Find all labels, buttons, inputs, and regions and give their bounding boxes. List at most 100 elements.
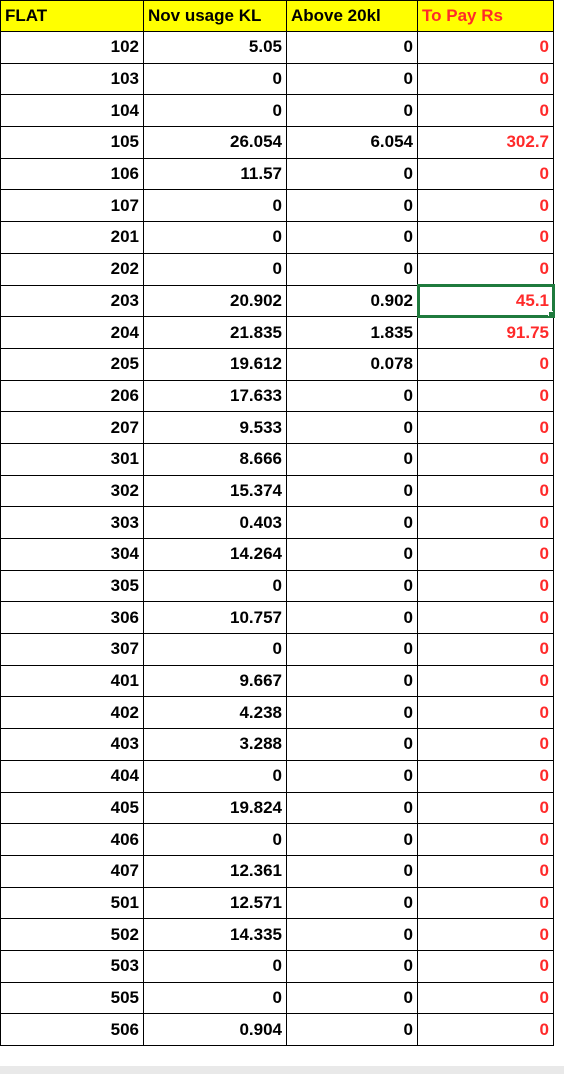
above-20kl-cell[interactable]: 0 [286,664,418,698]
to-pay-cell[interactable]: 0 [417,94,554,128]
flat-cell[interactable]: 301 [0,442,144,476]
above-20kl-cell[interactable]: 0 [286,411,418,444]
to-pay-cell[interactable]: 0 [417,189,554,223]
above-20kl-cell[interactable]: 0 [286,981,418,1015]
usage-cell[interactable]: 19.824 [143,791,287,825]
header-cell-above[interactable]: Above 20kl [286,0,418,32]
to-pay-cell[interactable]: 0 [417,379,554,413]
usage-cell[interactable]: 5.05 [143,31,287,64]
flat-cell[interactable]: 304 [0,538,144,571]
flat-cell[interactable]: 205 [0,347,144,381]
to-pay-cell[interactable]: 0 [417,664,554,698]
flat-cell[interactable]: 201 [0,221,144,254]
above-20kl-cell[interactable]: 0 [286,379,418,413]
flat-cell[interactable]: 103 [0,62,144,96]
usage-cell[interactable]: 0 [143,823,287,856]
to-pay-cell[interactable]: 0 [417,474,554,508]
to-pay-cell[interactable]: 0 [417,918,554,951]
header-cell-pay[interactable]: To Pay Rs [417,0,554,32]
usage-cell[interactable]: 12.571 [143,886,287,920]
above-20kl-cell[interactable]: 0 [286,823,418,856]
usage-cell[interactable]: 14.335 [143,918,287,951]
usage-cell[interactable]: 0 [143,633,287,666]
usage-cell[interactable]: 19.612 [143,347,287,381]
to-pay-cell[interactable]: 0 [417,696,554,730]
above-20kl-cell[interactable]: 0.078 [286,347,418,381]
above-20kl-cell[interactable]: 0 [286,221,418,254]
flat-cell[interactable]: 501 [0,886,144,920]
usage-cell[interactable]: 0 [143,94,287,128]
usage-cell[interactable]: 4.238 [143,696,287,730]
usage-cell[interactable]: 9.533 [143,411,287,444]
to-pay-cell[interactable]: 302.7 [417,126,554,159]
flat-cell[interactable]: 404 [0,759,144,793]
flat-cell[interactable]: 401 [0,664,144,698]
to-pay-cell[interactable]: 0 [417,538,554,571]
above-20kl-cell[interactable]: 0 [286,601,418,635]
usage-cell[interactable]: 14.264 [143,538,287,571]
usage-cell[interactable]: 0 [143,221,287,254]
to-pay-cell[interactable]: 0 [417,62,554,96]
usage-cell[interactable]: 0 [143,252,287,286]
to-pay-cell[interactable]: 0 [417,791,554,825]
above-20kl-cell[interactable]: 0 [286,949,418,983]
to-pay-cell[interactable]: 0 [417,442,554,476]
usage-cell[interactable]: 0 [143,569,287,603]
to-pay-cell[interactable]: 0 [417,854,554,888]
flat-cell[interactable]: 207 [0,411,144,444]
usage-cell[interactable]: 21.835 [143,316,287,349]
flat-cell[interactable]: 102 [0,31,144,64]
usage-cell[interactable]: 0.403 [143,506,287,539]
above-20kl-cell[interactable]: 0 [286,918,418,951]
flat-cell[interactable]: 307 [0,633,144,666]
to-pay-cell[interactable]: 0 [417,981,554,1015]
to-pay-cell[interactable]: 0 [417,221,554,254]
to-pay-cell[interactable]: 0 [417,759,554,793]
above-20kl-cell[interactable]: 0 [286,442,418,476]
flat-cell[interactable]: 406 [0,823,144,856]
above-20kl-cell[interactable]: 0 [286,1013,418,1046]
usage-cell[interactable]: 0 [143,189,287,223]
usage-cell[interactable]: 0 [143,62,287,96]
above-20kl-cell[interactable]: 0 [286,633,418,666]
flat-cell[interactable]: 106 [0,157,144,191]
header-cell-flat[interactable]: FLAT [0,0,144,32]
to-pay-cell[interactable]: 0 [417,633,554,666]
flat-cell[interactable]: 305 [0,569,144,603]
above-20kl-cell[interactable]: 0 [286,854,418,888]
usage-cell[interactable]: 10.757 [143,601,287,635]
flat-cell[interactable]: 202 [0,252,144,286]
above-20kl-cell[interactable]: 0 [286,728,418,761]
to-pay-cell[interactable]: 0 [417,31,554,64]
flat-cell[interactable]: 405 [0,791,144,825]
flat-cell[interactable]: 302 [0,474,144,508]
above-20kl-cell[interactable]: 0 [286,157,418,191]
usage-cell[interactable]: 9.667 [143,664,287,698]
above-20kl-cell[interactable]: 0 [286,569,418,603]
flat-cell[interactable]: 306 [0,601,144,635]
usage-cell[interactable]: 0 [143,759,287,793]
above-20kl-cell[interactable]: 0 [286,474,418,508]
above-20kl-cell[interactable]: 0 [286,791,418,825]
flat-cell[interactable]: 104 [0,94,144,128]
flat-cell[interactable]: 107 [0,189,144,223]
flat-cell[interactable]: 407 [0,854,144,888]
above-20kl-cell[interactable]: 0 [286,886,418,920]
flat-cell[interactable]: 206 [0,379,144,413]
above-20kl-cell[interactable]: 0 [286,189,418,223]
to-pay-cell[interactable]: 0 [417,569,554,603]
above-20kl-cell[interactable]: 0.902 [286,284,418,318]
selected-cell[interactable]: 45.1 [416,284,555,318]
above-20kl-cell[interactable]: 0 [286,506,418,539]
usage-cell[interactable]: 12.361 [143,854,287,888]
usage-cell[interactable]: 17.633 [143,379,287,413]
flat-cell[interactable]: 105 [0,126,144,159]
usage-cell[interactable]: 15.374 [143,474,287,508]
flat-cell[interactable]: 503 [0,949,144,983]
to-pay-cell[interactable]: 0 [417,157,554,191]
above-20kl-cell[interactable]: 0 [286,31,418,64]
flat-cell[interactable]: 506 [0,1013,144,1046]
to-pay-cell[interactable]: 0 [417,949,554,983]
to-pay-cell[interactable]: 0 [417,886,554,920]
header-cell-usage[interactable]: Nov usage KL [143,0,287,32]
